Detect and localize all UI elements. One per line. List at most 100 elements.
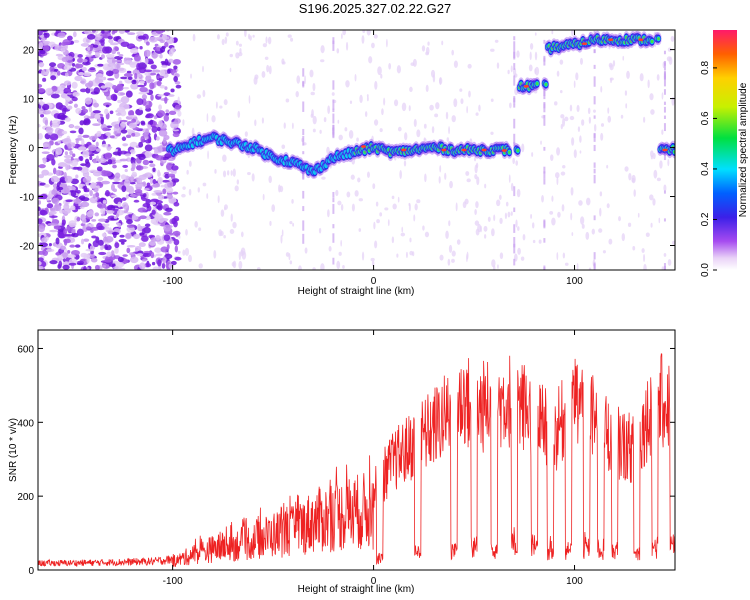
noise-speckle [152,179,157,185]
spectrogram-frame [37,29,676,271]
noise-speckle [151,261,156,266]
noise-speckle [39,182,46,186]
noise-speckle [142,33,149,41]
noise-speckle [112,68,120,74]
noise-speckle [602,250,606,254]
noise-speckle [560,123,563,130]
noise-speckle [129,149,136,155]
noise-speckle [234,185,239,192]
noise-speckle [158,129,168,137]
noise-speckle [72,91,80,97]
ridge-hotspot [523,84,529,88]
noise-speckle [78,127,84,135]
noise-speckle [89,190,93,197]
snr-x-tick-label: 0 [371,576,377,587]
noise-speckle [108,263,116,268]
noise-speckle [626,70,630,80]
noise-speckle [401,226,404,233]
noise-speckle [232,221,237,229]
noise-speckle [570,212,573,221]
noise-speckle [168,58,174,63]
noise-speckle [516,50,520,58]
noise-speckle [49,229,58,233]
noise-speckle [143,69,153,73]
noise-speckle [38,30,43,36]
noise-speckle [541,195,544,203]
ridge-hotspot [638,38,644,42]
noise-speckle [85,226,92,231]
noise-speckle [156,192,162,197]
noise-speckle [38,164,46,169]
snr-x-ticks: -100 0 100 [163,330,583,587]
noise-streak [694,264,696,269]
noise-speckle [67,249,71,254]
snr-x-label: Height of straight line (km) [298,584,415,595]
colorbar: 0.0 0.2 0.4 0.6 0.8 Normalized spectral ampl… [700,30,749,277]
noise-speckle [41,69,46,76]
noise-speckle [137,73,142,78]
noise-speckle [98,251,107,256]
noise-speckle [598,228,603,233]
noise-speckle [232,168,236,177]
noise-speckle [554,172,560,179]
noise-speckle [551,195,554,202]
noise-speckle [124,153,131,157]
noise-speckle [53,68,59,72]
noise-speckle [78,72,85,76]
noise-speckle [144,144,153,152]
noise-speckle [649,194,654,201]
noise-streak [694,143,696,152]
noise-speckle [76,262,84,266]
noise-speckle [290,37,294,42]
noise-speckle [83,265,87,270]
noise-speckle [663,252,667,257]
noise-speckle [423,137,426,141]
noise-speckle [48,242,52,247]
noise-speckle [421,45,426,52]
noise-speckle [393,99,399,107]
noise-speckle [312,267,316,270]
noise-speckle [63,238,68,246]
noise-speckle [164,36,170,40]
noise-speckle [466,251,469,260]
noise-speckle [139,262,146,270]
noise-speckle [128,122,137,129]
noise-speckle [144,71,151,76]
noise-streak [513,41,516,51]
noise-speckle [110,194,118,198]
spectrogram-y-tick-label: 0 [28,144,34,155]
noise-speckle [151,69,161,73]
noise-speckle [152,167,156,173]
noise-speckle [105,53,115,58]
noise-speckle [168,173,176,178]
noise-speckle [550,154,554,161]
noise-speckle [386,38,388,48]
noise-speckle [104,244,109,250]
noise-speckle [573,149,577,159]
noise-speckle [579,135,582,143]
noise-speckle [76,57,84,63]
noise-streak [694,198,696,205]
noise-speckle [125,134,132,139]
noise-speckle [388,62,392,70]
noise-speckle [79,120,85,126]
noise-speckle [448,244,453,253]
noise-speckle [105,125,113,129]
noise-speckle [364,111,368,117]
noise-speckle [280,234,283,244]
noise-speckle [202,65,204,73]
noise-speckle [123,179,131,187]
noise-speckle [79,155,84,162]
noise-speckle [593,123,597,132]
noise-speckle [138,153,146,161]
spectrogram-x-tick-label: -100 [163,276,183,287]
noise-streak [302,136,305,146]
noise-speckle [304,247,308,254]
noise-speckle [136,98,144,106]
noise-speckle [401,102,407,112]
noise-speckle [46,203,54,209]
noise-speckle [585,197,591,206]
noise-streak [694,80,696,83]
noise-speckle [335,189,339,197]
noise-speckle [50,75,57,81]
